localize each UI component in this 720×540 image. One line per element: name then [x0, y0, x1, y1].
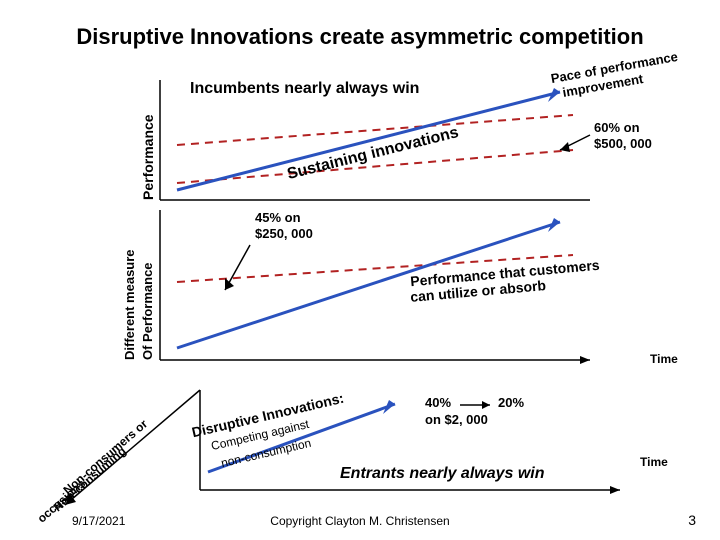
- mid-y-axis-label-1: Different measure: [122, 249, 137, 360]
- top-stat-1b: $500, 000: [594, 136, 652, 151]
- mid-stat-b: $250, 000: [255, 226, 313, 241]
- bottom-stat-20: 20%: [498, 395, 524, 410]
- bottom-time-label: Time: [640, 455, 668, 469]
- top-y-axis-label: Performance: [140, 114, 156, 200]
- incumbents-headline: Incumbents nearly always win: [190, 80, 419, 98]
- mid-stat: 45% on: [255, 210, 301, 225]
- mid-time-label: Time: [650, 352, 678, 366]
- footer-copyright: Copyright Clayton M. Christensen: [0, 514, 720, 528]
- entrants-headline: Entrants nearly always win: [340, 465, 545, 483]
- top-stat-1: 60% on: [594, 120, 640, 135]
- footer-page-number: 3: [688, 512, 696, 528]
- bottom-stat-40: 40%: [425, 395, 451, 410]
- bottom-stat-2000: on $2, 000: [425, 412, 488, 427]
- mid-y-axis-label-2: Of Performance: [140, 262, 155, 360]
